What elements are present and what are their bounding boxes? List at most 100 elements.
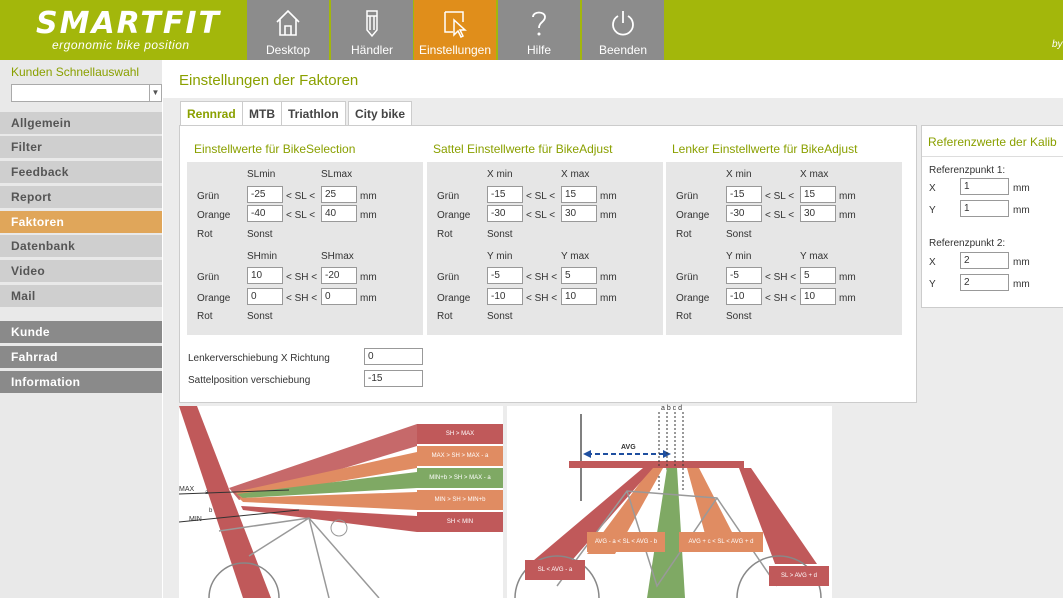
ref-point2-x-input[interactable]: 2	[960, 252, 1009, 269]
xmax-header: X max	[800, 169, 829, 180]
tab-rennrad[interactable]: Rennrad	[180, 101, 243, 128]
nav-desktop-button[interactable]: Desktop	[247, 0, 329, 60]
tab-triathlon[interactable]: Triathlon	[281, 101, 346, 126]
orange-label: Orange	[437, 293, 471, 304]
home-icon	[276, 9, 300, 36]
ymax-header: Y max	[561, 251, 590, 262]
customer-quick-select[interactable]: ▼	[11, 84, 162, 102]
sidebar-item-faktoren[interactable]: Faktoren	[0, 211, 162, 233]
bikeselection-title: Einstellwerte für BikeSelection	[194, 142, 356, 156]
legend-bar: MAX > SH > MAX - a	[417, 446, 503, 466]
sh-operator: < SH <	[526, 272, 558, 283]
nav-hilfe-label: Hilfe	[526, 43, 551, 57]
max-label: MAX	[179, 486, 195, 493]
lenker-sh-gruen-max-input[interactable]: 5	[800, 267, 836, 284]
lenker-sl-orange-max-input[interactable]: 30	[800, 205, 836, 222]
nav-haendler-button[interactable]: Händler	[331, 0, 413, 60]
sidebar-item-filter[interactable]: Filter	[0, 136, 162, 158]
sattel-shift-label: Sattelposition verschiebung	[188, 375, 311, 386]
chevron-down-icon[interactable]: ▼	[149, 85, 161, 101]
lenker-shift-input[interactable]: 0	[364, 348, 423, 365]
mm-unit: mm	[600, 293, 617, 304]
lenker-sl-gruen-min-input[interactable]: -15	[726, 186, 762, 203]
mm-unit: mm	[600, 210, 617, 221]
lenker-sh-gruen-min-input[interactable]: -5	[726, 267, 762, 284]
sidebar-item-datenbank[interactable]: Datenbank	[0, 235, 162, 257]
ref-x-label: X	[929, 183, 936, 194]
sh-operator: < SH <	[765, 293, 797, 304]
factors-panel: Einstellwerte für BikeSelection SLmin SL…	[179, 125, 917, 403]
sidebar-item-report[interactable]: Report	[0, 186, 162, 208]
sidebar-group-kunde[interactable]: Kunde	[0, 321, 162, 343]
sidebar-item-mail[interactable]: Mail	[0, 285, 162, 307]
lenker-sl-orange-min-input[interactable]: -30	[726, 205, 762, 222]
gruen-label: Grün	[437, 272, 460, 283]
bs-sh-orange-min-input[interactable]: 0	[247, 288, 283, 305]
bs-sl-orange-max-input[interactable]: 40	[321, 205, 357, 222]
sidebar-item-video[interactable]: Video	[0, 260, 162, 282]
legend-bar: MIN+b > SH > MAX - a	[417, 468, 503, 488]
bs-sl-gruen-min-input[interactable]: -25	[247, 186, 283, 203]
sidebar-group-information[interactable]: Information	[0, 371, 162, 393]
sattel-sl-orange-max-input[interactable]: 30	[561, 205, 597, 222]
sl-operator: < SL <	[526, 191, 556, 202]
sattel-shift-input[interactable]: -15	[364, 370, 423, 387]
sattel-sh-orange-min-input[interactable]: -10	[487, 288, 523, 305]
rot-label: Rot	[676, 229, 692, 240]
sattel-title: Sattel Einstellwerte für BikeAdjust	[433, 142, 613, 156]
nav-einstellungen-button[interactable]: Einstellungen	[414, 0, 496, 60]
mm-unit: mm	[839, 210, 856, 221]
orange-label: Orange	[676, 210, 710, 221]
rot-label: Rot	[197, 229, 213, 240]
bs-sl-gruen-max-input[interactable]: 25	[321, 186, 357, 203]
sattel-sl-gruen-max-input[interactable]: 15	[561, 186, 597, 203]
lenker-sl-gruen-max-input[interactable]: 15	[800, 186, 836, 203]
ref-y-label: Y	[929, 279, 936, 290]
sidebar-item-allgemein[interactable]: Allgemein	[0, 112, 162, 134]
sonst-label: Sonst	[487, 229, 513, 240]
sidebar-title: Kunden Schnellauswahl	[11, 65, 140, 79]
legend-bar: SH < MIN	[417, 512, 503, 532]
ref-point1-x-input[interactable]: 1	[960, 178, 1009, 195]
rot-label: Rot	[676, 311, 692, 322]
lenker-sh-orange-max-input[interactable]: 10	[800, 288, 836, 305]
legend-bar: MIN > SH > MIN+b	[417, 490, 503, 510]
sattel-sh-gruen-max-input[interactable]: 5	[561, 267, 597, 284]
sl-operator: < SL <	[286, 210, 316, 221]
rot-label: Rot	[197, 311, 213, 322]
sh-operator: < SH <	[286, 293, 318, 304]
rot-label: Rot	[437, 229, 453, 240]
avg-label: AVG	[621, 444, 636, 451]
bs-sh-gruen-min-input[interactable]: 10	[247, 267, 283, 284]
bs-sh-gruen-max-input[interactable]: -20	[321, 267, 357, 284]
bs-sh-orange-max-input[interactable]: 0	[321, 288, 357, 305]
tab-mtb[interactable]: MTB	[242, 101, 282, 126]
ref-point1-y-input[interactable]: 1	[960, 200, 1009, 217]
nav-hilfe-button[interactable]: Hilfe	[498, 0, 580, 60]
sattel-sl-gruen-min-input[interactable]: -15	[487, 186, 523, 203]
sattel-sh-gruen-min-input[interactable]: -5	[487, 267, 523, 284]
divider	[922, 156, 1063, 157]
sl-operator: < SL <	[765, 210, 795, 221]
lenker-sh-orange-min-input[interactable]: -10	[726, 288, 762, 305]
ref-point2-y-input[interactable]: 2	[960, 274, 1009, 291]
tab-city-bike[interactable]: City bike	[348, 101, 413, 126]
mm-unit: mm	[1013, 279, 1030, 290]
sattel-sh-orange-max-input[interactable]: 10	[561, 288, 597, 305]
nav-beenden-button[interactable]: Beenden	[582, 0, 664, 60]
xmax-header: X max	[561, 169, 590, 180]
rot-label: Rot	[437, 311, 453, 322]
sattel-sl-orange-min-input[interactable]: -30	[487, 205, 523, 222]
cursor-icon	[444, 11, 467, 38]
legend-bar: SL > AVG + d	[769, 566, 829, 586]
sl-operator: < SL <	[526, 210, 556, 221]
bs-sl-orange-min-input[interactable]: -40	[247, 205, 283, 222]
mm-unit: mm	[1013, 183, 1030, 194]
pencil-icon	[366, 10, 378, 38]
sidebar-group-fahrrad[interactable]: Fahrrad	[0, 346, 162, 368]
sattel-box: X min X max Grün -15 < SL < 15 mm Orange…	[427, 162, 663, 335]
mm-unit: mm	[360, 293, 377, 304]
reference-panel: Referenzwerte der Kalib Referenzpunkt 1:…	[921, 125, 1063, 308]
sidebar-item-feedback[interactable]: Feedback	[0, 161, 162, 183]
mm-unit: mm	[600, 191, 617, 202]
